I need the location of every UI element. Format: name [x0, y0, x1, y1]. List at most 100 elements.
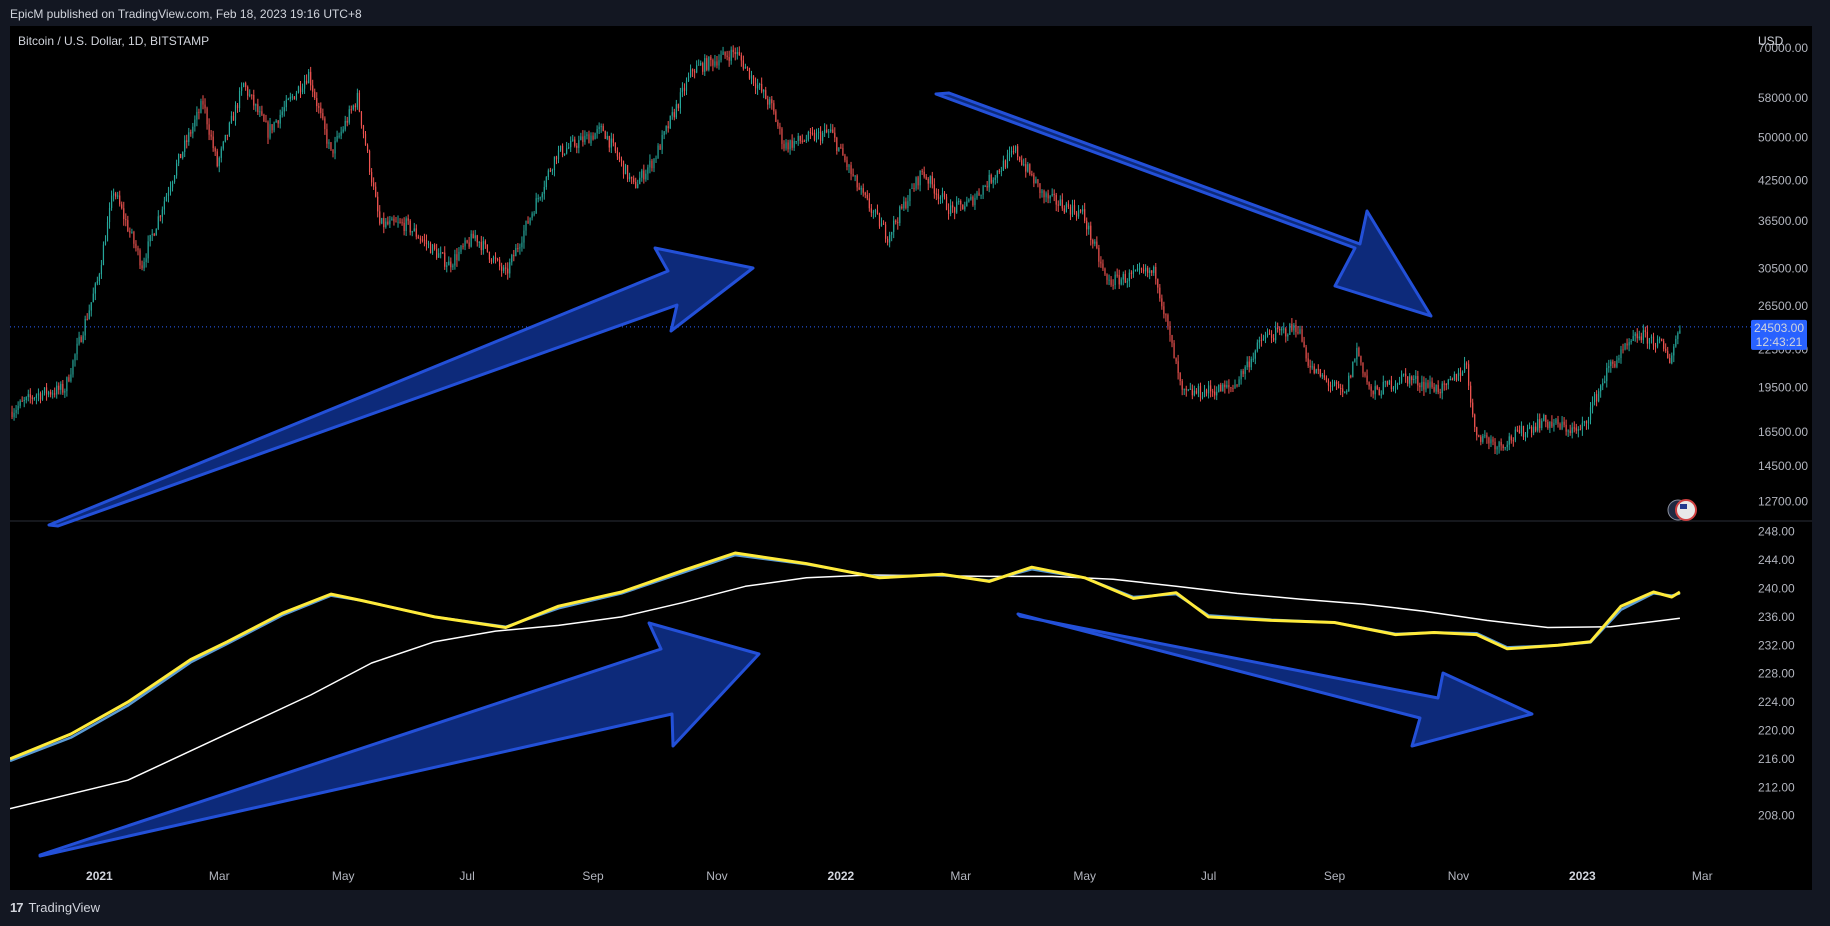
- candle-body: [850, 165, 852, 175]
- candle-body: [893, 220, 895, 232]
- candle-body: [143, 262, 145, 269]
- candle-body: [1023, 164, 1025, 166]
- candle-body: [480, 241, 482, 251]
- candle-body: [1193, 390, 1195, 396]
- candle-body: [968, 199, 970, 202]
- last-price-value: 24503.00: [1754, 321, 1804, 335]
- candle-body: [1008, 152, 1011, 155]
- candle-body: [1679, 330, 1681, 334]
- candle-body: [1338, 384, 1340, 389]
- candle-body: [220, 148, 222, 158]
- candle-body: [647, 167, 649, 174]
- candle-body: [1124, 274, 1126, 283]
- candle-body: [874, 210, 877, 212]
- candle-body: [1120, 279, 1122, 285]
- candle-body: [1382, 381, 1384, 395]
- candle-body: [1650, 336, 1653, 339]
- candle-body: [192, 126, 194, 134]
- candle-body: [82, 335, 84, 343]
- candle-body: [484, 241, 486, 245]
- indicator-tick-label: 208.00: [1758, 809, 1795, 823]
- candle-body: [332, 149, 334, 154]
- time-axis[interactable]: 2021 Mar May Jul Sep Nov 2022 Mar May Jul Sep Nov 20…: [86, 869, 1713, 883]
- candle-body: [21, 400, 23, 402]
- candle-body: [1396, 383, 1399, 385]
- candle-body: [905, 201, 907, 208]
- candle-body: [937, 193, 939, 199]
- candle-body: [551, 170, 554, 172]
- candle-body: [580, 136, 582, 141]
- candle-body: [704, 58, 706, 72]
- candle-body: [281, 111, 283, 115]
- candle-body: [137, 248, 139, 251]
- candle-body: [316, 97, 318, 107]
- candle-body: [1486, 435, 1488, 438]
- candle-body: [830, 129, 832, 132]
- candle-body: [1082, 209, 1084, 212]
- candle-body: [265, 121, 267, 123]
- candle-body: [360, 111, 363, 126]
- chart-canvas[interactable]: 70000.00 58000.00 50000.00 42500.00 36500.00…: [10, 26, 1812, 890]
- flag-badge-icon[interactable]: [1667, 499, 1697, 521]
- price-tick-label: 19500.00: [1758, 381, 1808, 395]
- candle-body: [1045, 193, 1047, 198]
- brand-label[interactable]: TradingView: [28, 900, 101, 915]
- arrow-upward-large: [47, 246, 755, 528]
- candle-body: [931, 176, 933, 185]
- candle-body: [182, 151, 184, 159]
- candle-body: [70, 374, 72, 382]
- candle-body: [1122, 274, 1124, 280]
- time-tick-label: 2023: [1569, 869, 1596, 883]
- candle-body: [1616, 360, 1618, 367]
- candle-body: [787, 142, 789, 150]
- candle-body: [925, 176, 927, 179]
- candle-body: [1185, 388, 1187, 391]
- candle-body: [1638, 336, 1640, 339]
- candle-body: [1537, 419, 1539, 431]
- candle-body: [586, 134, 588, 136]
- candle-body: [1413, 378, 1415, 381]
- candle-body: [1175, 358, 1177, 362]
- candle-body: [635, 181, 637, 188]
- candle-body: [1307, 358, 1309, 366]
- price-axis[interactable]: 70000.00 58000.00 50000.00 42500.00 36500.00…: [1758, 41, 1808, 509]
- candle-body: [1472, 402, 1474, 415]
- candle-body: [147, 241, 149, 259]
- candle-body: [342, 129, 344, 132]
- arrow-downward-lower: [1016, 612, 1534, 748]
- candle-body: [310, 71, 312, 86]
- candle-body: [1061, 199, 1063, 209]
- candle-body: [501, 266, 503, 271]
- candle-body: [1031, 174, 1033, 176]
- candle-body: [190, 132, 192, 134]
- candle-body: [1084, 209, 1086, 221]
- bar-countdown: 12:43:21: [1756, 335, 1803, 349]
- candle-body: [373, 182, 375, 187]
- candle-body: [1610, 361, 1612, 367]
- indicator-tick-label: 240.00: [1758, 581, 1795, 595]
- candle-body: [980, 194, 982, 196]
- candle-body: [76, 343, 78, 355]
- candle-body: [1102, 263, 1104, 269]
- candle-body: [624, 165, 627, 175]
- candle-body: [643, 170, 645, 180]
- candle-body: [779, 126, 781, 129]
- candle-body: [1480, 436, 1482, 442]
- candle-body: [1161, 298, 1163, 307]
- indicator-pane[interactable]: [10, 551, 1681, 810]
- candle-body: [756, 84, 759, 89]
- candle-body: [297, 86, 300, 94]
- candle-body: [161, 209, 163, 217]
- symbol-title: Bitcoin / U.S. Dollar, 1D, BITSTAMP: [18, 34, 209, 48]
- candle-body: [255, 104, 257, 106]
- candle-body: [1470, 385, 1472, 403]
- candle-body: [1494, 441, 1496, 450]
- candle-body: [458, 251, 460, 261]
- indicator-axis[interactable]: 248.00 244.00 240.00 236.00 232.00 228.00 224.…: [1758, 525, 1795, 823]
- candle-body: [1029, 164, 1031, 175]
- candle-body: [1234, 384, 1236, 389]
- candle-body: [1543, 414, 1545, 421]
- candle-body: [1165, 314, 1167, 316]
- price-pane[interactable]: [10, 45, 1751, 455]
- candle-body: [631, 176, 633, 179]
